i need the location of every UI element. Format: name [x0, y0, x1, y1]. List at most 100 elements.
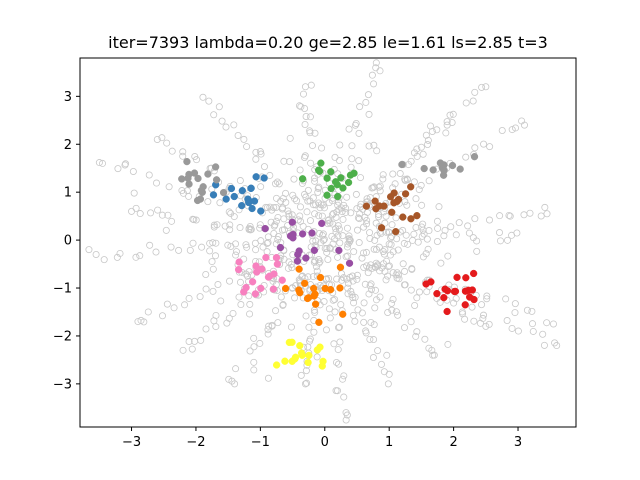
- cluster-point: [440, 166, 448, 175]
- background-point: [288, 284, 296, 292]
- background-point: [529, 327, 537, 335]
- background-point: [164, 211, 172, 219]
- background-point: [277, 197, 285, 205]
- y-tick-label: 1: [64, 186, 72, 201]
- background-point: [528, 307, 536, 315]
- background-point: [358, 254, 366, 262]
- background-point: [372, 286, 380, 294]
- background-point: [245, 268, 253, 276]
- cluster-point: [209, 191, 218, 199]
- background-point: [224, 241, 232, 249]
- background-point: [217, 297, 225, 305]
- background-point: [198, 243, 206, 251]
- background-point: [272, 180, 280, 188]
- background-point: [360, 263, 368, 271]
- background-point: [422, 131, 430, 139]
- background-point: [296, 203, 304, 211]
- background-point: [452, 231, 460, 239]
- background-point: [376, 267, 384, 275]
- background-point: [396, 170, 404, 178]
- cluster-point: [344, 178, 353, 187]
- background-point: [539, 330, 547, 338]
- background-point: [209, 265, 217, 273]
- background-point: [122, 160, 130, 168]
- background-point: [355, 157, 363, 165]
- background-point: [306, 217, 314, 225]
- cluster-point: [253, 268, 261, 276]
- background-point: [407, 286, 415, 294]
- background-point: [410, 178, 418, 186]
- background-point: [340, 393, 348, 401]
- background-point: [381, 267, 389, 275]
- background-point: [410, 149, 418, 157]
- background-point: [186, 246, 194, 254]
- background-point: [325, 216, 333, 224]
- background-point: [291, 195, 299, 203]
- cluster-point: [194, 174, 202, 183]
- cluster-point: [199, 183, 207, 191]
- background-point: [318, 232, 326, 240]
- background-point: [366, 282, 374, 290]
- cluster-point: [392, 228, 400, 236]
- background-point: [419, 150, 427, 158]
- cluster-point: [336, 263, 345, 271]
- background-point: [302, 312, 310, 320]
- cluster-point: [289, 234, 297, 242]
- x-tick-label: −1: [251, 435, 270, 450]
- background-point: [447, 223, 455, 231]
- background-point: [436, 298, 444, 306]
- background-point: [462, 99, 470, 107]
- background-point: [246, 310, 254, 318]
- background-point: [324, 217, 332, 225]
- cluster-point: [297, 349, 306, 357]
- background-point: [284, 207, 292, 215]
- background-point: [318, 212, 326, 220]
- background-point: [366, 194, 374, 202]
- background-point: [413, 328, 421, 336]
- background-point: [136, 210, 144, 218]
- background-point: [393, 274, 401, 282]
- background-point: [362, 329, 370, 337]
- cluster-point: [296, 342, 304, 350]
- background-point: [264, 233, 272, 241]
- cluster-point: [407, 215, 415, 223]
- background-point: [274, 213, 282, 221]
- background-point: [209, 287, 217, 295]
- background-point: [418, 232, 426, 240]
- cluster-point: [401, 190, 410, 198]
- background-point: [399, 226, 407, 234]
- background-point: [471, 88, 479, 96]
- background-point: [339, 215, 347, 223]
- background-point: [401, 175, 409, 183]
- background-point: [485, 216, 493, 224]
- background-point: [523, 306, 531, 314]
- background-point: [434, 224, 442, 232]
- background-point: [188, 345, 196, 353]
- background-point: [202, 325, 210, 333]
- background-point: [371, 236, 379, 244]
- background-point: [250, 343, 258, 351]
- background-point: [496, 237, 504, 245]
- background-point: [313, 353, 321, 361]
- background-point: [425, 227, 433, 235]
- background-point: [498, 127, 506, 135]
- background-point: [443, 118, 451, 126]
- background-point: [303, 208, 311, 216]
- background-point: [374, 262, 382, 270]
- cluster-point: [443, 307, 451, 316]
- background-point: [367, 318, 375, 326]
- background-point: [330, 235, 338, 243]
- cluster-point: [372, 205, 380, 213]
- background-point: [339, 232, 347, 240]
- cluster-point: [247, 184, 255, 192]
- background-point: [446, 111, 454, 119]
- background-point: [360, 299, 368, 307]
- background-point: [221, 222, 229, 230]
- background-point: [287, 323, 295, 331]
- background-point: [366, 229, 374, 237]
- background-point: [121, 161, 129, 169]
- background-point: [301, 121, 309, 129]
- background-point: [209, 239, 217, 247]
- background-point: [264, 238, 272, 246]
- cluster-point: [393, 197, 401, 206]
